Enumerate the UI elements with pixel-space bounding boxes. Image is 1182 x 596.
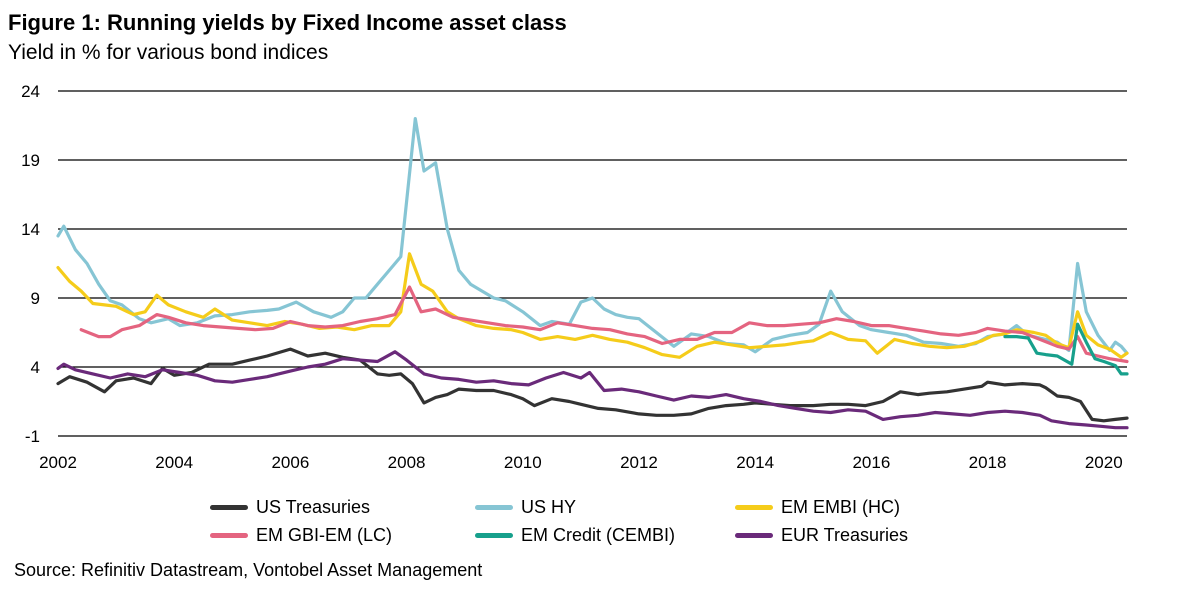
legend-item-eur-treasuries: EUR Treasuries	[735, 525, 908, 546]
series-line-em-credit-cembi	[1003, 322, 1129, 376]
legend-item-us-hy: US HY	[475, 497, 576, 518]
legend-label: EM GBI-EM (LC)	[256, 525, 393, 545]
source-note: Source: Refinitiv Datastream, Vontobel A…	[14, 560, 483, 580]
legend-swatch	[735, 533, 773, 538]
chart-subtitle: Yield in % for various bond indices	[8, 41, 329, 64]
y-tick-label: 14	[21, 220, 40, 239]
x-tick-label: 2010	[504, 453, 542, 472]
legend-swatch	[210, 505, 248, 510]
y-axis-ticks: -1 4 9 14 19 24	[21, 82, 40, 446]
series-lines	[56, 116, 1129, 430]
legend-label: US HY	[521, 497, 577, 517]
y-tick-label: 4	[31, 358, 40, 377]
legend-swatch	[210, 533, 248, 538]
series-line-em-embi-hc	[56, 252, 1129, 359]
y-tick-label: -1	[25, 427, 40, 446]
series-line-us-treasuries	[56, 347, 1129, 423]
legend-label: EM Credit (CEMBI)	[521, 525, 676, 545]
x-tick-label: 2014	[736, 453, 774, 472]
legend-swatch	[475, 533, 513, 538]
legend-swatch	[475, 505, 513, 510]
legend-label: US Treasuries	[256, 497, 371, 517]
legend-item-em-credit: EM Credit (CEMBI)	[475, 525, 675, 546]
y-tick-label: 9	[31, 289, 40, 308]
legend-item-us-treasuries: US Treasuries	[210, 497, 370, 518]
series-line-em-gbi-em-lc	[79, 285, 1129, 364]
x-tick-label: 2004	[155, 453, 193, 472]
series-line-eur-treasuries	[56, 350, 1129, 430]
series-line-us-hy	[56, 116, 1129, 355]
x-axis-ticks: 2002 2004 2006 2008 2010 2012 2014 2016 2018 2020	[39, 453, 1123, 472]
x-tick-label: 2008	[388, 453, 426, 472]
legend-swatch	[735, 505, 773, 510]
y-tick-label: 19	[21, 151, 40, 170]
legend-label: EUR Treasuries	[781, 525, 909, 545]
x-tick-label: 2006	[271, 453, 309, 472]
x-tick-label: 2020	[1085, 453, 1123, 472]
x-tick-label: 2018	[969, 453, 1007, 472]
gridlines	[58, 90, 1127, 437]
legend-label: EM EMBI (HC)	[781, 497, 900, 517]
legend-item-em-gbi-em: EM GBI-EM (LC)	[210, 525, 392, 546]
y-tick-label: 24	[21, 82, 40, 101]
legend-item-em-embi: EM EMBI (HC)	[735, 497, 900, 518]
x-tick-label: 2012	[620, 453, 658, 472]
x-tick-label: 2016	[852, 453, 890, 472]
x-tick-label: 2002	[39, 453, 77, 472]
chart-title: Figure 1: Running yields by Fixed Income…	[8, 10, 567, 35]
